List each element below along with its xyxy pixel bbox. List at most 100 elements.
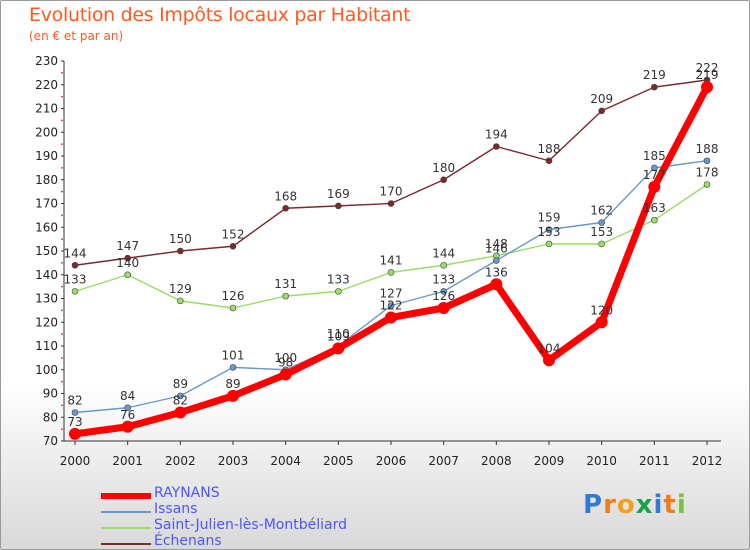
data-label-issans: 82	[67, 394, 82, 408]
y-tick-label: 160	[35, 220, 58, 234]
data-label-saint-julien-l-s-montb-liard: 131	[274, 277, 297, 291]
data-label-raynans: 98	[278, 356, 293, 370]
data-label-issans: 146	[485, 242, 508, 256]
data-point-chenans	[335, 202, 342, 210]
x-tick-label: 2002	[165, 454, 196, 468]
data-point-raynans	[174, 406, 187, 419]
data-point-chenans	[493, 143, 500, 150]
data-point-raynans	[69, 427, 81, 440]
data-label-raynans: 73	[67, 415, 82, 429]
data-point-saint-julien-l-s-montb-liard	[335, 288, 342, 295]
y-minor-tick	[61, 333, 63, 336]
y-tick-label: 210	[35, 102, 58, 116]
data-point-issans	[387, 302, 395, 309]
data-label-raynans: 120	[590, 303, 613, 317]
y-tick-label: 190	[35, 149, 58, 163]
data-point-raynans	[437, 302, 450, 314]
data-point-raynans	[279, 368, 292, 381]
x-tick-label: 2012	[692, 454, 723, 468]
data-point-raynans	[543, 354, 555, 367]
data-label-saint-julien-l-s-montb-liard: 153	[590, 225, 613, 239]
data-label-chenans: 180	[432, 161, 455, 175]
y-minor-tick	[61, 380, 63, 383]
proxiti-logo: Proxiti	[583, 490, 687, 520]
data-point-issans	[124, 404, 131, 412]
legend-swatch-echenans	[101, 543, 151, 545]
data-label-saint-julien-l-s-montb-liard: 153	[538, 225, 561, 239]
data-point-issans	[493, 257, 500, 264]
y-minor-tick	[61, 238, 63, 241]
data-point-raynans	[595, 316, 608, 329]
data-point-saint-julien-l-s-montb-liard	[703, 181, 711, 188]
data-point-chenans	[440, 176, 447, 184]
y-tick-label: 140	[35, 268, 58, 282]
legend-label-raynans: RAYNANS	[154, 485, 220, 501]
data-label-raynans: 136	[485, 265, 508, 279]
data-label-chenans: 170	[380, 185, 403, 199]
x-tick-label: 2001	[112, 454, 143, 468]
data-label-issans: 162	[590, 204, 613, 218]
y-minor-tick	[61, 143, 63, 146]
data-point-raynans	[332, 342, 345, 355]
data-point-saint-julien-l-s-montb-liard	[387, 269, 395, 276]
data-label-saint-julien-l-s-montb-liard: 129	[169, 282, 192, 296]
y-tick-label: 220	[35, 78, 58, 92]
legend-label-echenans: Échenans	[154, 533, 222, 549]
y-tick-label: 180	[35, 173, 58, 187]
y-tick-label: 120	[35, 315, 58, 329]
data-label-raynans: 89	[225, 377, 240, 391]
data-point-raynans	[385, 311, 397, 324]
x-tick-label: 2011	[639, 454, 670, 468]
data-point-raynans	[227, 389, 239, 402]
data-label-raynans: 219	[696, 68, 719, 82]
data-point-saint-julien-l-s-montb-liard	[440, 261, 447, 269]
logo-letter: o	[616, 490, 636, 520]
y-tick-label: 100	[35, 363, 58, 377]
data-label-issans: 100	[274, 351, 297, 365]
y-minor-tick	[61, 428, 63, 431]
logo-letter: i	[653, 490, 664, 520]
y-minor-tick	[61, 285, 63, 288]
data-label-saint-julien-l-s-montb-liard: 126	[222, 289, 245, 303]
data-label-chenans: 168	[274, 189, 297, 203]
y-tick-label: 110	[35, 339, 58, 353]
data-label-saint-julien-l-s-montb-liard: 144	[432, 246, 455, 260]
data-point-saint-julien-l-s-montb-liard	[598, 240, 605, 248]
data-label-raynans: 82	[173, 394, 188, 408]
data-point-saint-julien-l-s-montb-liard	[651, 216, 658, 224]
data-label-issans: 133	[432, 272, 455, 286]
y-minor-tick	[61, 261, 63, 264]
data-point-saint-julien-l-s-montb-liard	[177, 297, 184, 305]
data-point-issans	[177, 392, 184, 400]
data-point-chenans	[177, 247, 184, 255]
data-point-issans	[703, 157, 711, 165]
data-point-issans	[440, 288, 447, 295]
data-point-issans	[651, 164, 658, 172]
x-tick-label: 2010	[586, 454, 617, 468]
data-label-chenans: 219	[643, 68, 666, 82]
data-label-chenans: 194	[485, 128, 508, 142]
data-point-chenans	[71, 261, 79, 269]
x-tick-label: 2007	[428, 454, 459, 468]
legend-label-saint-julien: Saint-Julien-lès-Montbéliard	[154, 517, 347, 533]
data-label-issans: 110	[327, 327, 350, 341]
data-label-saint-julien-l-s-montb-liard: 163	[643, 201, 666, 215]
chart-title: Evolution des Impôts locaux par Habitant	[29, 4, 411, 26]
data-label-issans: 89	[173, 377, 188, 391]
y-minor-tick	[61, 119, 63, 122]
data-label-chenans: 150	[169, 232, 192, 246]
data-point-chenans	[282, 204, 289, 212]
data-point-chenans	[598, 107, 605, 115]
x-tick-label: 2004	[270, 454, 301, 468]
data-label-issans: 84	[120, 389, 135, 403]
y-tick-label: 130	[35, 292, 58, 306]
data-point-saint-julien-l-s-montb-liard	[545, 240, 553, 248]
y-tick-label: 70	[43, 434, 58, 448]
logo-letter: t	[663, 490, 677, 520]
y-tick-label: 200	[35, 125, 58, 139]
data-label-issans: 185	[643, 149, 666, 163]
legend-swatch-issans	[101, 511, 151, 513]
data-label-raynans: 177	[643, 168, 666, 182]
data-label-raynans: 109	[327, 329, 350, 343]
